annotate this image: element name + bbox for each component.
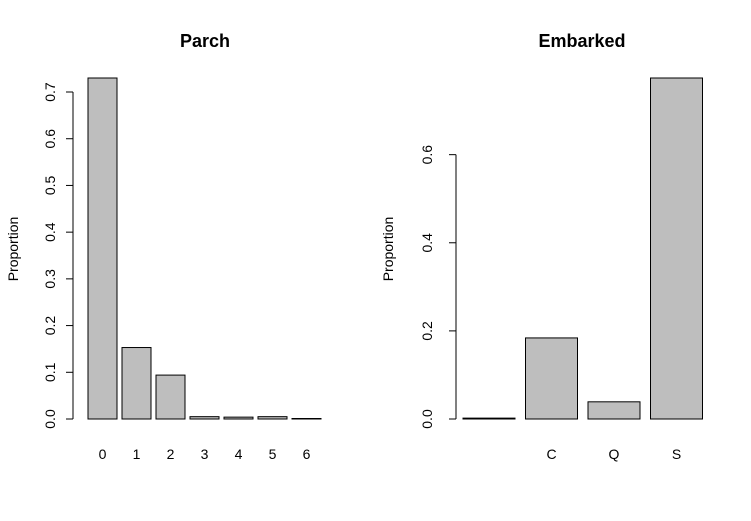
y-tick-label: 0.1 — [42, 362, 58, 382]
x-tick-label: C — [546, 446, 556, 462]
parch-panel: Parch Proportion 0.0 0.1 0.2 0.3 0.4 0.5 0.6 0.… — [5, 31, 322, 462]
bar-5 — [257, 416, 288, 420]
x-tick-label: 2 — [167, 446, 175, 462]
y-tick-label: 0.2 — [419, 321, 435, 341]
x-tick-label: 1 — [133, 446, 141, 462]
y-tick-label: 0.3 — [42, 269, 58, 289]
bar-C — [525, 337, 578, 420]
y-tick-label: 0.4 — [419, 233, 435, 253]
bar-blank — [462, 417, 516, 420]
x-tick-label: 4 — [235, 446, 243, 462]
bar-1 — [121, 347, 152, 420]
chart-title: Parch — [180, 31, 230, 51]
chart-title: Embarked — [538, 31, 625, 51]
y-tick-label: 0.4 — [42, 222, 58, 242]
bar-Q — [587, 401, 641, 420]
x-tick-label: 0 — [99, 446, 107, 462]
x-tick-label: Q — [609, 446, 620, 462]
y-axis-label: Proportion — [380, 217, 396, 282]
y-tick-label: 0.0 — [419, 409, 435, 429]
y-axis-label: Proportion — [5, 217, 21, 282]
bar-S — [650, 77, 703, 420]
bar-2 — [155, 374, 186, 420]
embarked-panel: Embarked Proportion 0.0 0.2 0.4 0.6 C Q S — [380, 31, 703, 462]
x-tick-label: 5 — [269, 446, 277, 462]
bar-3 — [189, 416, 220, 420]
y-tick-label: 0.6 — [42, 129, 58, 149]
y-tick-label: 0.5 — [42, 175, 58, 195]
y-tick-label: 0.6 — [419, 145, 435, 165]
bar-0 — [87, 77, 118, 420]
bar-6 — [291, 418, 322, 420]
y-tick-label: 0.0 — [42, 409, 58, 429]
x-tick-label: S — [672, 446, 681, 462]
bar-4 — [223, 416, 254, 420]
y-tick-label: 0.2 — [42, 316, 58, 336]
x-tick-label: 3 — [201, 446, 209, 462]
x-tick-label: 6 — [303, 446, 311, 462]
y-tick-label: 0.7 — [42, 82, 58, 102]
